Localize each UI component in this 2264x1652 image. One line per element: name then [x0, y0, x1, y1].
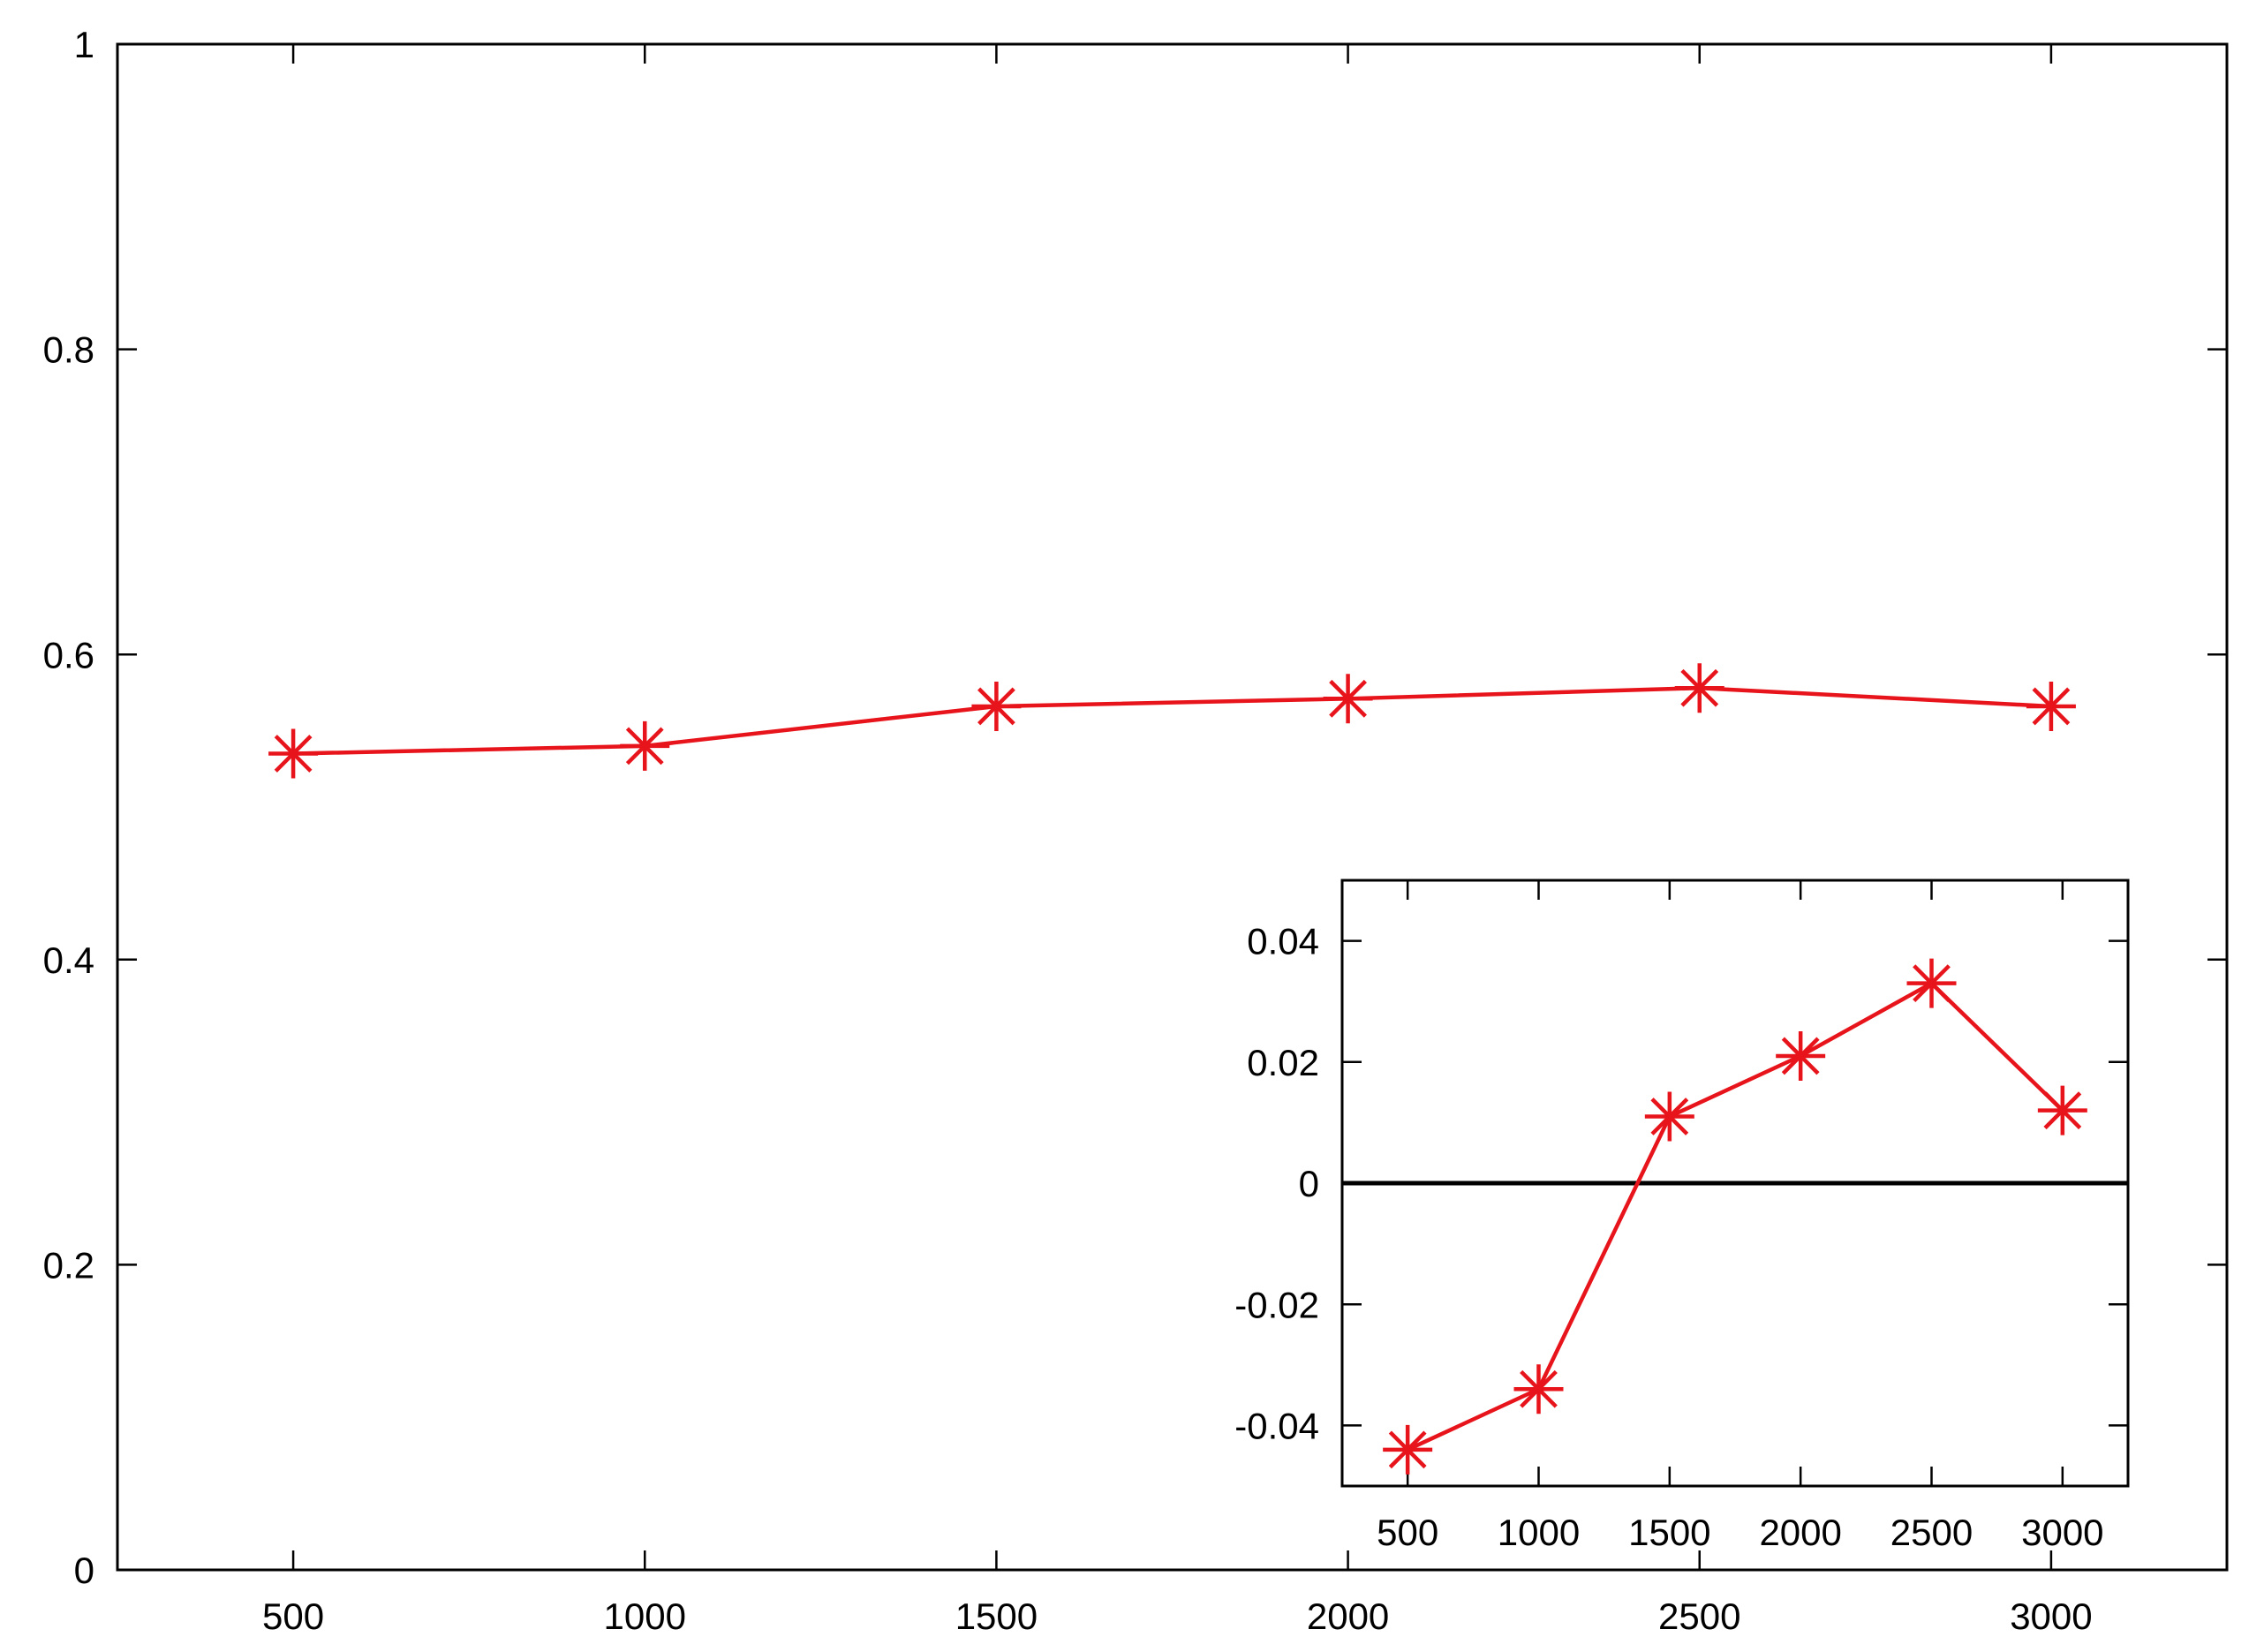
- inset-series-line: [1407, 981, 2064, 1452]
- inset-plot-frame: [1340, 879, 2130, 1488]
- main-data-point: [971, 681, 1022, 731]
- main-y-tick-label: 0.6: [43, 634, 94, 675]
- inset-data-point: [1906, 958, 1957, 1008]
- inset-data-point: [1644, 1091, 1694, 1142]
- main-y-tick-label: 0: [74, 1550, 94, 1591]
- main-data-point: [1323, 674, 1373, 724]
- inset-y-tick-label: -0.04: [1234, 1406, 1319, 1447]
- main-x-tick-label: 500: [262, 1595, 324, 1637]
- main-y-tick-label: 0.2: [43, 1245, 94, 1286]
- main-plot-frame: [116, 42, 2229, 1572]
- inset-x-tick-label: 1500: [1628, 1512, 1710, 1553]
- main-x-tick-label: 3000: [2010, 1595, 2092, 1637]
- main-x-tick-label: 1500: [955, 1595, 1038, 1637]
- main-data-point: [1674, 663, 1724, 713]
- inset-data-point: [1383, 1424, 1433, 1475]
- main-data-point: [2026, 681, 2076, 731]
- main-x-tick-label: 1000: [604, 1595, 686, 1637]
- inset-data-point: [1776, 1030, 1826, 1081]
- inset-y-tick-label: 0.04: [1247, 921, 1319, 962]
- main-x-tick-label: 2000: [1307, 1595, 1389, 1637]
- inset-x-tick-label: 3000: [2021, 1512, 2103, 1553]
- main-x-tick-label: 2500: [1658, 1595, 1740, 1637]
- inset-data-point: [1513, 1364, 1564, 1414]
- main-y-tick-label: 0.8: [43, 329, 94, 371]
- inset-data-point: [2037, 1085, 2087, 1135]
- inset-x-tick-label: 2000: [1759, 1512, 1841, 1553]
- inset-x-tick-label: 1000: [1498, 1512, 1580, 1553]
- inset-x-tick-label: 500: [1377, 1512, 1438, 1553]
- inset-y-tick-label: 0: [1299, 1163, 1319, 1204]
- main-series-line: [293, 685, 2052, 756]
- inset-y-tick-label: -0.02: [1234, 1284, 1319, 1325]
- main-y-tick-label: 1: [74, 24, 94, 65]
- main-data-point: [268, 728, 319, 779]
- inset-plot: -0.04 -0.02 0 0.02 0.04 500 1000 1500 2000 2500 30…: [1234, 879, 2130, 1553]
- inset-y-tick-label: 0.02: [1247, 1042, 1319, 1083]
- main-y-tick-label: 0.4: [43, 939, 94, 981]
- inset-x-tick-label: 2500: [1890, 1512, 1973, 1553]
- main-data-point: [620, 720, 670, 771]
